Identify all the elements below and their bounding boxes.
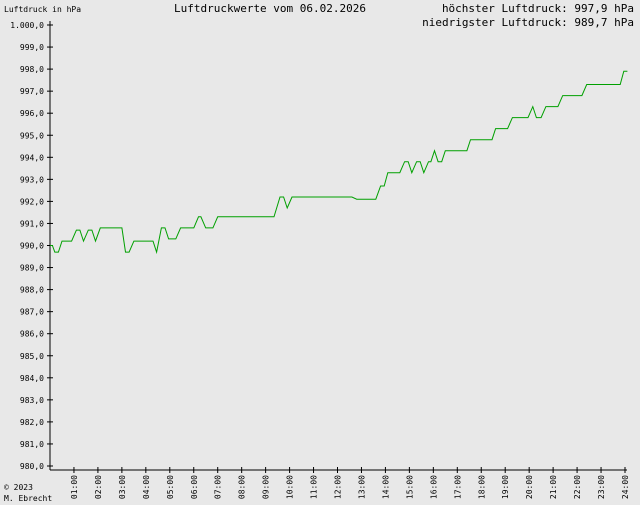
y-tick-label: 1.000,0 (10, 21, 44, 30)
y-tick-label: 982,0 (20, 418, 44, 427)
x-tick-label: 21:00 (549, 475, 558, 499)
y-tick-label: 997,0 (20, 87, 44, 96)
y-tick-label: 991,0 (20, 219, 44, 228)
x-tick-label: 05:00 (166, 475, 175, 499)
y-tick-label: 983,0 (20, 396, 44, 405)
x-tick-label: 20:00 (525, 475, 534, 499)
copyright-text: © 2023 (4, 483, 33, 492)
x-tick-label: 17:00 (453, 475, 462, 499)
min-pressure-text: niedrigster Luftdruck: 989,7 hPa (422, 16, 634, 29)
x-tick-label: 12:00 (334, 475, 343, 499)
y-tick-label: 999,0 (20, 43, 44, 52)
x-tick-label: 09:00 (262, 475, 271, 499)
y-tick-label: 988,0 (20, 286, 44, 295)
y-tick-label: 984,0 (20, 374, 44, 383)
y-tick-label: 993,0 (20, 175, 44, 184)
x-tick-label: 06:00 (190, 475, 199, 499)
x-tick-label: 08:00 (238, 475, 247, 499)
y-tick-label: 986,0 (20, 330, 44, 339)
ticks: 1.000,0 999,0 998,0 997,0 996,0 995,0 994,0 993… (10, 21, 630, 499)
x-tick-label: 07:00 (214, 475, 223, 499)
x-tick-label: 13:00 (357, 475, 366, 499)
x-tick-label: 24:00 (621, 475, 630, 499)
y-tick-label: 992,0 (20, 197, 44, 206)
axes (49, 21, 627, 471)
x-tick-label: 10:00 (286, 475, 295, 499)
y-axis-title: Luftdruck in hPa (4, 5, 81, 14)
x-tick-label: 22:00 (573, 475, 582, 499)
max-pressure-text: höchster Luftdruck: 997,9 hPa (442, 2, 634, 15)
x-tick-label: 01:00 (70, 475, 79, 499)
y-tick-label: 981,0 (20, 440, 44, 449)
author-text: M. Ebrecht (4, 494, 52, 503)
x-tick-label: 18:00 (477, 475, 486, 499)
chart-title: Luftdruckwerte vom 06.02.2026 (174, 2, 366, 15)
x-tick-label: 23:00 (597, 475, 606, 499)
y-tick-label: 987,0 (20, 308, 44, 317)
y-tick-label: 989,0 (20, 264, 44, 273)
y-tick-label: 980,0 (20, 462, 44, 471)
y-tick-label: 996,0 (20, 109, 44, 118)
x-tick-label: 02:00 (94, 475, 103, 499)
x-tick-label: 11:00 (310, 475, 319, 499)
y-tick-label: 995,0 (20, 131, 44, 140)
y-tick-label: 990,0 (20, 242, 44, 251)
y-tick-label: 994,0 (20, 153, 44, 162)
series-line (50, 70, 628, 255)
y-tick-label: 985,0 (20, 352, 44, 361)
x-tick-label: 03:00 (118, 475, 127, 499)
y-tick-label: 998,0 (20, 65, 44, 74)
x-tick-label: 04:00 (142, 475, 151, 499)
x-tick-label: 16:00 (429, 475, 438, 499)
x-tick-label: 15:00 (405, 475, 414, 499)
x-tick-label: 19:00 (501, 475, 510, 499)
series (50, 70, 628, 255)
x-tick-label: 14:00 (381, 475, 390, 499)
